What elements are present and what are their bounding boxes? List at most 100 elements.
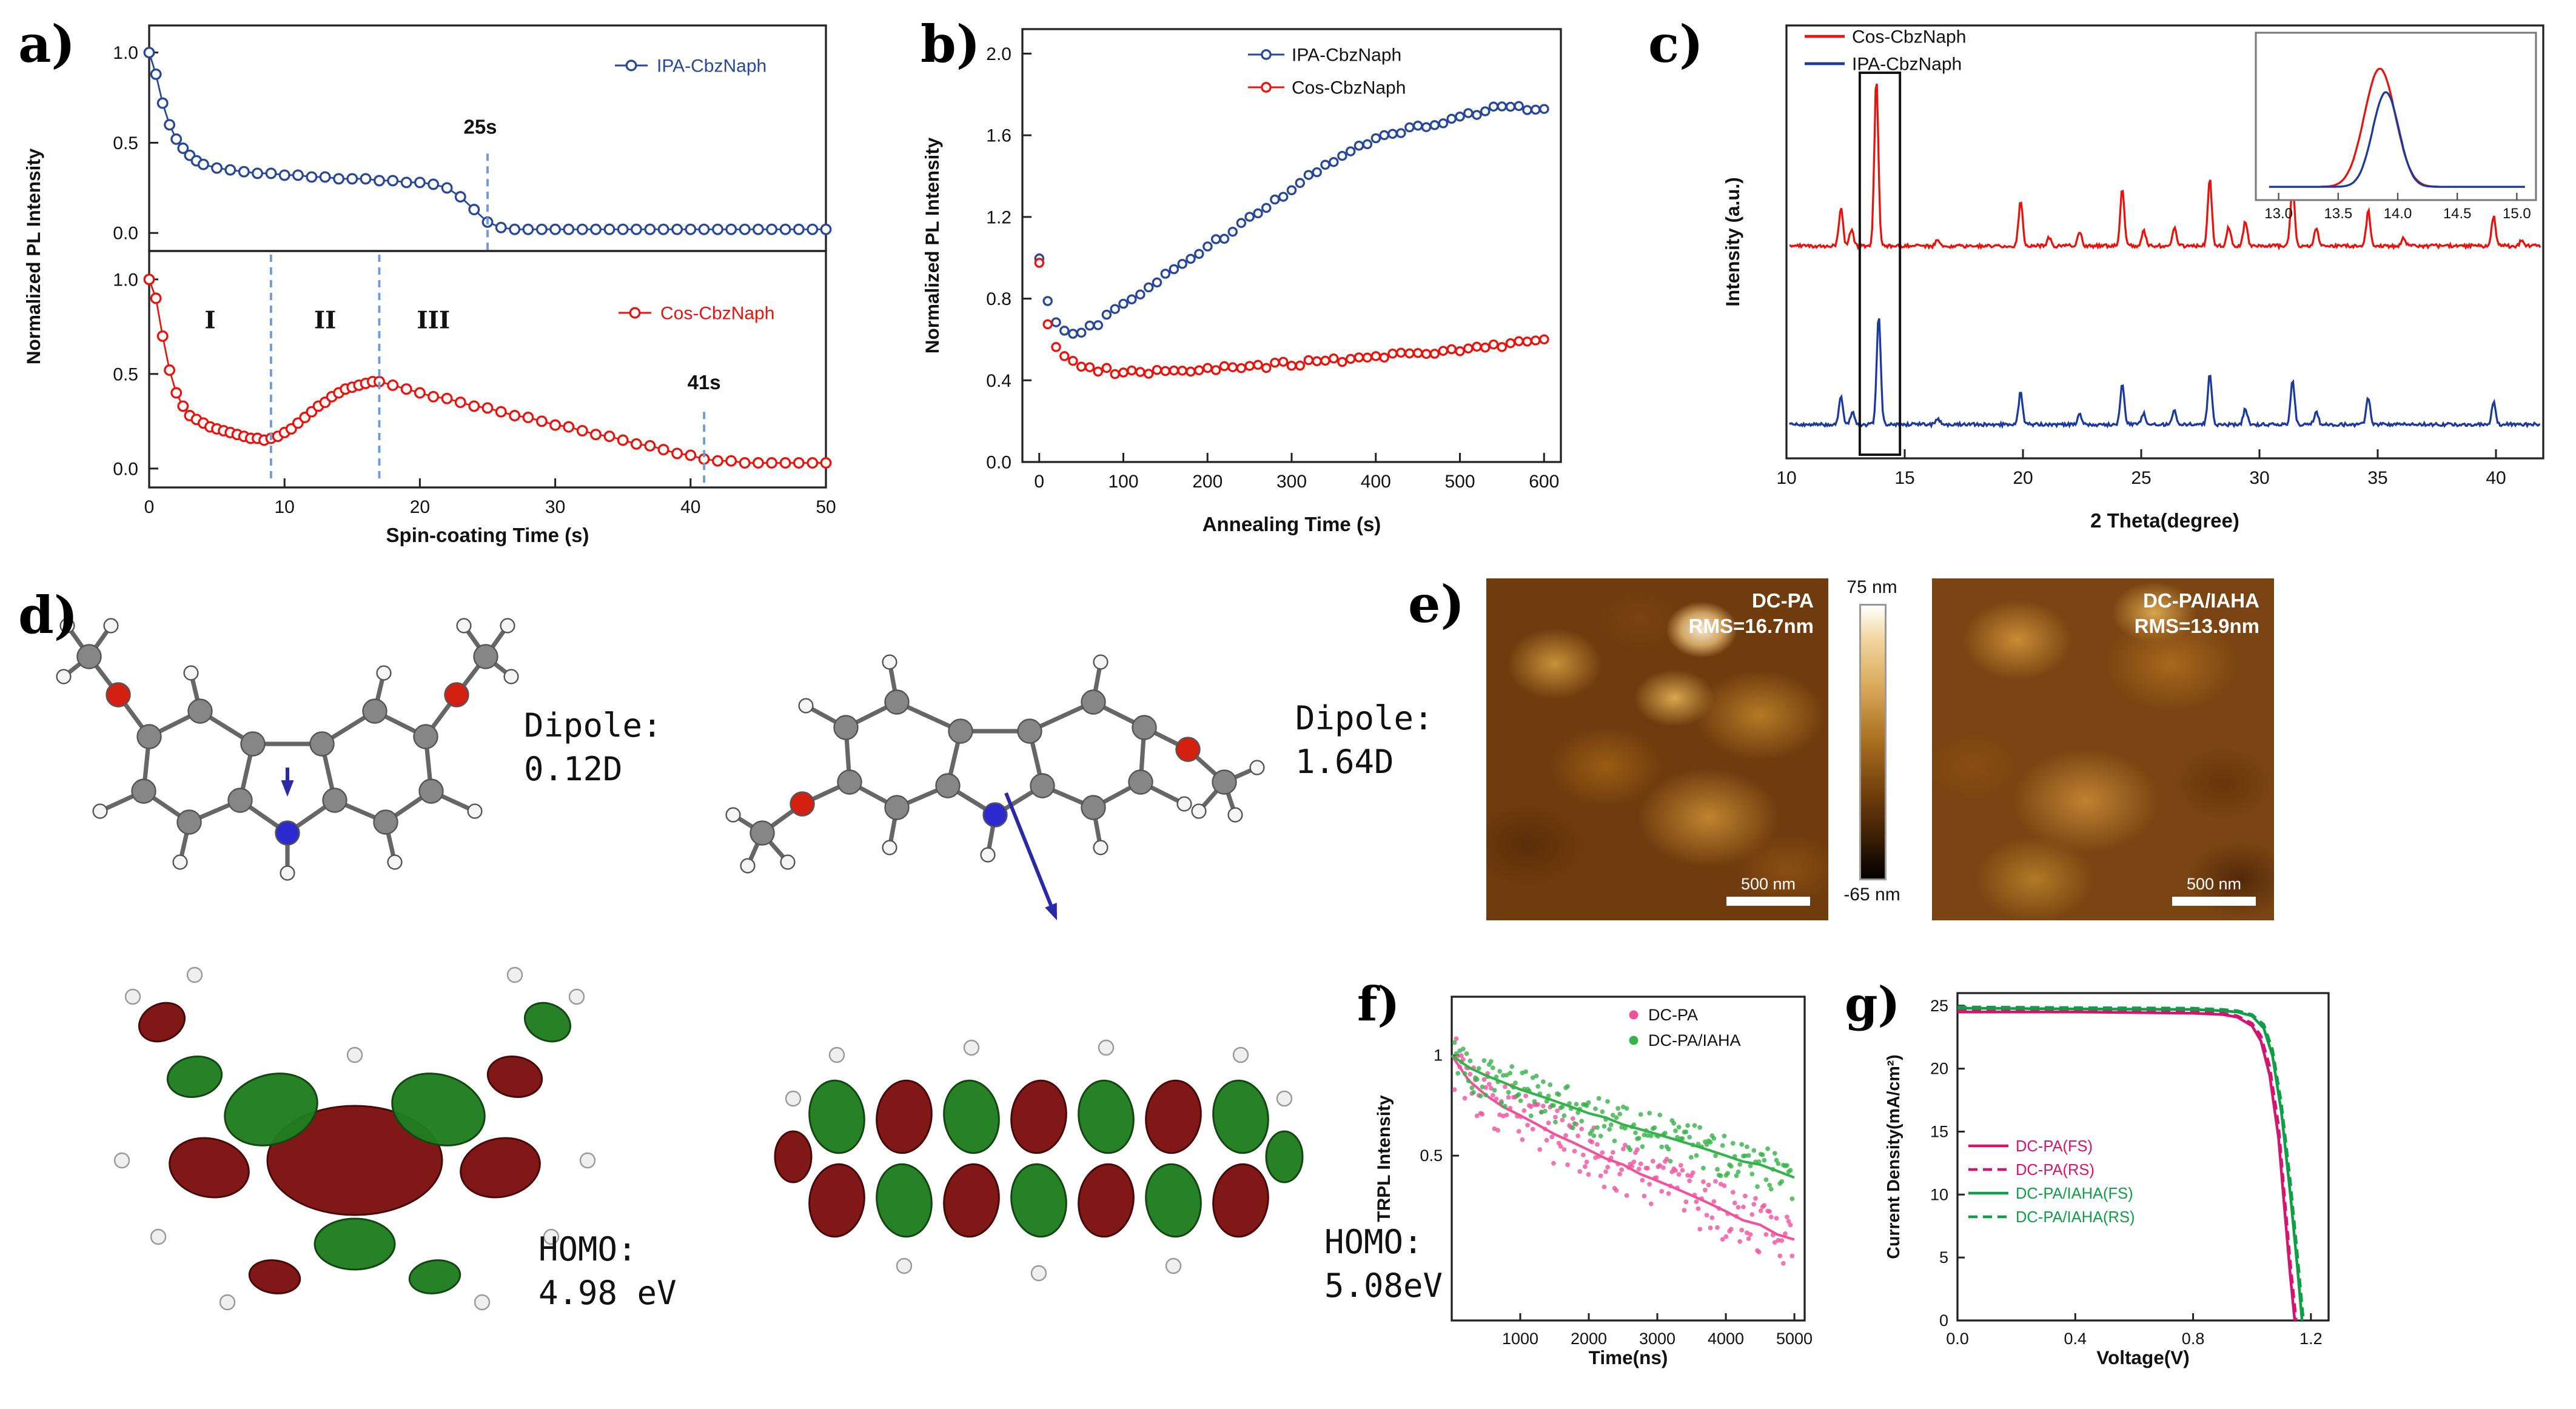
series-Cos-CbzNaph (143, 273, 832, 469)
svg-text:35: 35 (2367, 468, 2387, 488)
svg-text:15: 15 (1930, 1122, 1948, 1140)
svg-text:300: 300 (1276, 472, 1307, 492)
svg-text:1000: 1000 (1502, 1330, 1538, 1348)
svg-text:13.5: 13.5 (2324, 206, 2352, 222)
svg-text:1.0: 1.0 (113, 270, 138, 290)
scalebar-right-label: 500 nm (2186, 875, 2242, 893)
svg-text:1.2: 1.2 (986, 207, 1011, 227)
svg-text:Spin-coating Time (s): Spin-coating Time (s) (386, 524, 589, 546)
svg-text:1.2: 1.2 (2299, 1330, 2323, 1348)
trpl-chart: 1000 2000 3000 4000 5000 0.5 1 DC-PA DC-PA/IAHA T… (1374, 996, 1813, 1368)
svg-text:25: 25 (2131, 468, 2151, 488)
dipole-right-text: Dipole: 1.64D (1295, 698, 1434, 786)
dipole-left-value: 0.12D (524, 751, 623, 789)
svg-text:2.0: 2.0 (986, 44, 1011, 64)
svg-text:20: 20 (410, 497, 430, 517)
panel-label-e: e) (1408, 575, 1465, 635)
panel-label-f: f) (1357, 979, 1400, 1033)
svg-text:600: 600 (1529, 472, 1559, 492)
jv-curve-DC-PA/IAHA(FS) (1957, 1006, 2304, 1321)
svg-text:Time(ns): Time(ns) (1589, 1347, 1668, 1368)
svg-text:0.5: 0.5 (1420, 1146, 1443, 1165)
svg-text:400: 400 (1361, 472, 1391, 492)
homo-right-label: HOMO: (1324, 1224, 1423, 1262)
svg-text:10: 10 (1776, 468, 1796, 488)
scalebar-left-bar (1726, 897, 1810, 906)
series-Cos-CbzNaph (1034, 258, 1549, 380)
svg-text:13.0: 13.0 (2264, 206, 2293, 222)
svg-text:2000: 2000 (1571, 1330, 1607, 1348)
svg-text:Intensity (a.u.): Intensity (a.u.) (1722, 177, 1743, 307)
svg-text:500: 500 (1444, 472, 1475, 492)
molecule-low-dipole (56, 618, 519, 881)
svg-text:40: 40 (2486, 468, 2506, 488)
svg-text:IPA-CbzNaph: IPA-CbzNaph (1852, 55, 1962, 75)
svg-text:Normalized PL Intensity: Normalized PL Intensity (921, 137, 943, 353)
svg-text:15.0: 15.0 (2503, 206, 2531, 222)
svg-text:0.0: 0.0 (113, 224, 138, 244)
svg-text:14.0: 14.0 (2384, 206, 2412, 222)
svg-text:41s: 41s (688, 371, 721, 393)
homo-orbital-right (774, 1039, 1304, 1282)
svg-text:30: 30 (545, 497, 565, 517)
svg-text:Current Density(mA/cm²): Current Density(mA/cm²) (1884, 1054, 1903, 1259)
homo-right-text: HOMO: 5.08eV (1324, 1222, 1443, 1310)
dipole-right-value: 1.64D (1295, 744, 1394, 782)
homo-right-value: 5.08eV (1324, 1268, 1443, 1306)
dipole-left-text: Dipole: 0.12D (524, 706, 662, 793)
series-IPA-CbzNaph (143, 47, 832, 235)
svg-text:0: 0 (1939, 1311, 1948, 1330)
dipole-right-label: Dipole: (1295, 700, 1434, 738)
panel-label-d: d) (18, 586, 78, 646)
svg-text:1: 1 (1434, 1046, 1443, 1065)
svg-text:III: III (417, 306, 450, 334)
svg-text:5: 5 (1939, 1248, 1948, 1267)
panel-label-g: g) (1845, 979, 1900, 1033)
svg-text:Cos-CbzNaph: Cos-CbzNaph (1292, 78, 1406, 98)
spin-coating-pl-chart: 0.0 0.5 1.0 0.0 0.5 1.0 0 10 20 30 40 50 Spin-coatin… (22, 24, 836, 546)
svg-text:25s: 25s (463, 116, 497, 138)
svg-text:25: 25 (1930, 997, 1948, 1015)
afm-right-caption: DC-PA/IAHA RMS=13.9nm (2135, 589, 2259, 640)
svg-text:20: 20 (2013, 468, 2033, 488)
svg-text:I: I (204, 306, 215, 334)
afm-image-dc-pa-iaha: DC-PA/IAHA RMS=13.9nm 500 nm (1932, 578, 2274, 920)
svg-text:10: 10 (1930, 1185, 1948, 1203)
annealing-pl-chart: 0 100 200 300 400 500 600 0.0 0.4 0.8 1.2 1.6 2.0 IPA… (921, 28, 1562, 535)
scalebar-left: 500 nm (1726, 875, 1810, 906)
svg-text:15: 15 (1894, 468, 1914, 488)
svg-text:0.0: 0.0 (986, 453, 1011, 473)
dipole-arrow (1045, 903, 1057, 920)
homo-orbital-left (113, 966, 596, 1311)
svg-text:50: 50 (816, 497, 836, 517)
svg-text:1.0: 1.0 (113, 43, 138, 63)
svg-text:DC-PA(FS): DC-PA(FS) (2016, 1138, 2093, 1155)
svg-text:Normalized PL Intensity: Normalized PL Intensity (22, 148, 44, 364)
svg-text:Cos-CbzNaph: Cos-CbzNaph (1852, 27, 1966, 47)
svg-text:IPA-CbzNaph: IPA-CbzNaph (657, 56, 766, 76)
colorbar-max-label: 75 nm (1846, 578, 1897, 598)
xrd-chart: 10 15 20 25 30 35 40 Cos-CbzNaph IPA-CbzNaph 13.0… (1722, 24, 2544, 532)
afm-colorbar (1858, 604, 1886, 880)
svg-text:30: 30 (2249, 468, 2269, 488)
svg-text:II: II (314, 306, 337, 334)
homo-left-label: HOMO: (538, 1231, 637, 1270)
xrd-curve-IPA-CbzNaph (1788, 318, 2541, 429)
series-IPA-CbzNaph (1034, 101, 1549, 339)
svg-text:0.4: 0.4 (2064, 1330, 2087, 1348)
jv-curve-DC-PA/IAHA(RS) (1957, 1005, 2305, 1321)
xrd-curve-Cos-CbzNaph (1789, 83, 2541, 251)
svg-text:14.5: 14.5 (2443, 206, 2472, 222)
panel-label-c: c) (1648, 15, 1703, 75)
scalebar-right-bar (2172, 897, 2256, 906)
svg-text:100: 100 (1108, 472, 1138, 492)
svg-text:2 Theta(degree): 2 Theta(degree) (2090, 509, 2239, 532)
homo-left-text: HOMO: 4.98 eV (538, 1230, 677, 1317)
svg-text:0.4: 0.4 (986, 371, 1011, 391)
svg-text:10: 10 (275, 497, 295, 517)
svg-text:20: 20 (1930, 1060, 1948, 1078)
svg-text:DC-PA(RS): DC-PA(RS) (2016, 1162, 2095, 1179)
svg-text:0.5: 0.5 (113, 133, 138, 153)
svg-text:0.0: 0.0 (113, 459, 138, 479)
